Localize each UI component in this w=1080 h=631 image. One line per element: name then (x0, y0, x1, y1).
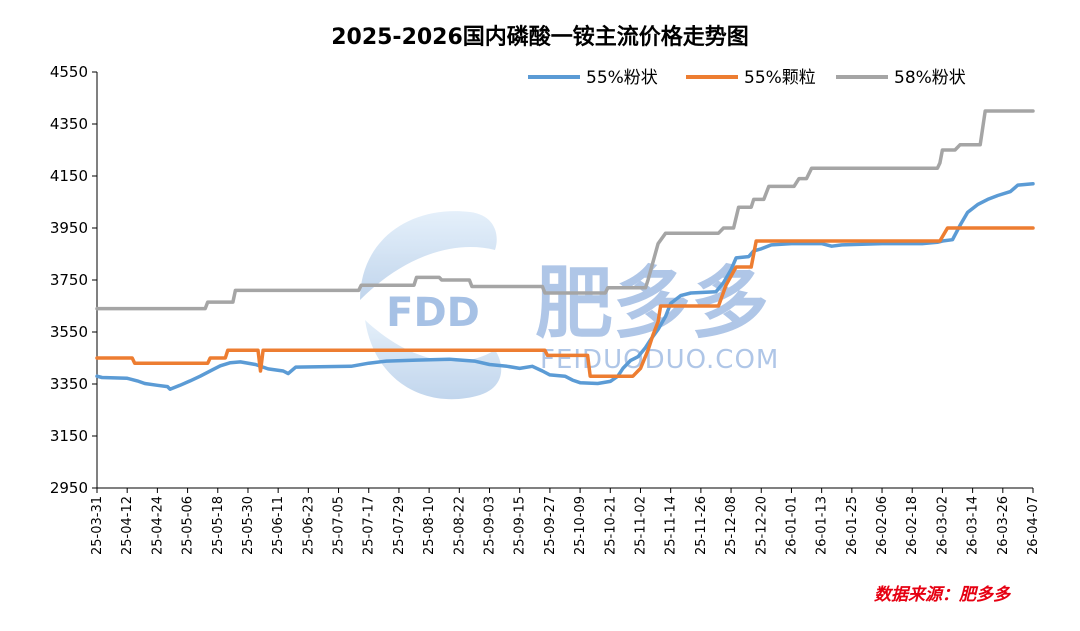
x-tick-label: 25-07-05 (332, 496, 347, 555)
y-tick-label: 3550 (50, 323, 88, 341)
x-tick-label: 26-03-14 (966, 496, 981, 555)
y-tick-label: 4350 (50, 115, 88, 133)
x-tick-label: 25-03-31 (90, 496, 105, 555)
series-line-2 (95, 109, 1035, 311)
x-tick-label: 25-09-15 (513, 496, 528, 555)
x-tick-label: 25-08-22 (452, 496, 467, 555)
x-tick-label: 25-07-29 (392, 496, 407, 555)
y-tick-label: 3750 (50, 271, 88, 289)
y-tick-label: 4550 (50, 63, 88, 81)
y-tick-label: 3150 (50, 427, 88, 445)
x-tick-label: 26-02-06 (875, 496, 890, 555)
x-tick-label: 26-01-01 (784, 496, 799, 555)
x-tick-label: 26-02-18 (905, 496, 920, 555)
watermark-brand: FDD (386, 290, 480, 336)
legend: 55%粉状 55%颗粒 58%粉状 (528, 68, 966, 88)
series-line-0 (95, 182, 1035, 391)
y-tick-label: 3950 (50, 219, 88, 237)
x-tick-label: 25-04-12 (120, 496, 135, 555)
x-tick-label: 26-03-26 (996, 496, 1011, 555)
x-tick-label: 25-05-30 (241, 496, 256, 555)
legend-label-2: 58%粉状 (894, 68, 966, 88)
chart-title: 2025-2026国内磷酸一铵主流价格走势图 (331, 24, 749, 50)
y-ticks: 2950 3150 3350 3550 3750 3950 4150 4350 4550 (50, 63, 97, 497)
x-tick-label: 25-10-09 (573, 496, 588, 555)
x-tick-label: 26-01-13 (815, 496, 830, 555)
x-tick-label: 26-03-02 (935, 496, 950, 555)
x-tick-label: 25-05-18 (211, 496, 226, 555)
x-tick-label: 25-11-02 (633, 496, 648, 555)
legend-label-0: 55%粉状 (586, 68, 658, 88)
watermark-logo-leaf-top (360, 211, 497, 300)
x-tick-label: 25-12-08 (724, 496, 739, 555)
y-tick-label: 4150 (50, 167, 88, 185)
x-tick-label: 25-05-06 (181, 496, 196, 555)
x-tick-label: 25-11-14 (664, 496, 679, 555)
x-tick-label: 25-09-03 (483, 496, 498, 555)
x-tick-label: 25-09-27 (543, 496, 558, 555)
x-tick-label: 26-01-25 (845, 496, 860, 555)
source-note: 数据来源：肥多多 (874, 585, 1012, 605)
series-layer (95, 109, 1035, 391)
x-tick-label: 25-04-24 (150, 496, 165, 555)
x-tick-label: 25-07-17 (362, 496, 377, 555)
series-line-1 (95, 226, 1035, 378)
x-tick-label: 25-06-11 (271, 496, 286, 555)
x-tick-label: 26-04-07 (1026, 496, 1041, 555)
legend-label-1: 55%颗粒 (744, 68, 816, 88)
x-tick-label: 25-06-23 (301, 496, 316, 555)
y-tick-label: 3350 (50, 375, 88, 393)
x-ticks: 25-03-31 25-04-12 25-04-24 25-05-06 25-05-18… (90, 488, 1041, 555)
x-tick-label: 25-08-10 (422, 496, 437, 555)
watermark-url: FEIDUODUO.COM (540, 345, 779, 375)
x-tick-label: 25-11-26 (694, 496, 709, 555)
x-tick-label: 25-12-20 (754, 496, 769, 555)
y-tick-label: 2950 (50, 479, 88, 497)
x-tick-label: 25-10-21 (603, 496, 618, 555)
